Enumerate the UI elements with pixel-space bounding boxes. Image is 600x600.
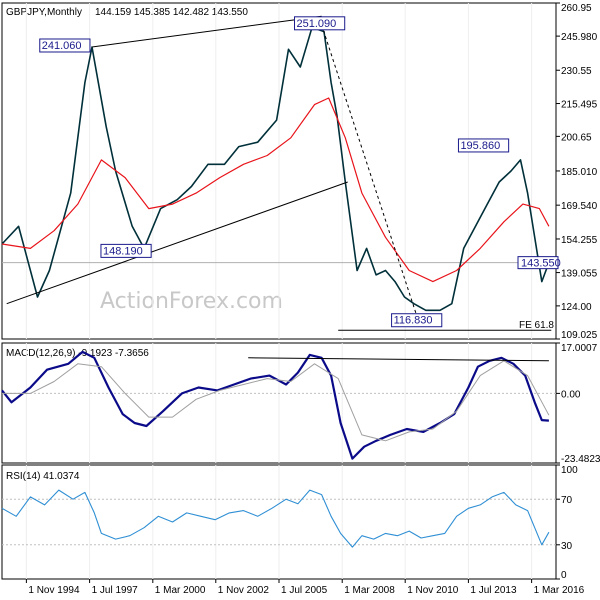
price-annotation-box xyxy=(39,38,91,53)
price_panel-trendline-series xyxy=(91,15,322,48)
price-annotation-box xyxy=(457,138,510,153)
price-annotation-label: 195.860 xyxy=(460,140,500,152)
x-tick-label: 1 Mar 2000 xyxy=(155,585,206,596)
price_panel-ytick-label: 215.495 xyxy=(561,100,598,111)
price-annotation-box xyxy=(294,16,346,31)
watermark: ActionForex.com xyxy=(100,289,283,314)
price-annotation-label: 241.060 xyxy=(42,40,82,52)
rsi_panel-ytick-label: 70 xyxy=(561,495,573,506)
rsi-panel: RSI(14) 41.0374 100 70 30 0 xyxy=(1,464,578,581)
macd_panel-ytick-label: 17.0007 xyxy=(561,343,598,354)
price-annotation-box xyxy=(100,243,152,258)
fe-annotation: FE 61.8 xyxy=(519,320,554,331)
price-annotation-label: 148.190 xyxy=(103,245,143,257)
price_panel-ytick-label: 124.00 xyxy=(561,302,592,313)
price-title: GBPJPY,Monthly xyxy=(6,7,82,18)
x-tick-label: 1 Mar 2008 xyxy=(344,585,395,596)
price_panel-ytick-label: 109.025 xyxy=(561,330,598,341)
price_panel-ytick-label: 139.055 xyxy=(561,269,598,280)
price-ohlc-header: 144.159 145.385 142.482 143.550 xyxy=(95,7,248,18)
price-annotation-box xyxy=(391,313,443,328)
last-price-tag: 143.550 xyxy=(521,258,561,270)
price_panel-ytick-label: 260.95 xyxy=(561,3,592,14)
rsi-title: RSI(14) 41.0374 xyxy=(6,471,80,482)
x-axis: 1 Nov 1994 1 Jul 1997 1 Mar 2000 1 Nov 2002… xyxy=(25,579,585,596)
x-tick-label: 1 Nov 2002 xyxy=(218,585,270,596)
price_panel-ytick-label: 245.980 xyxy=(561,32,598,43)
rsi_panel-ytick-label: 30 xyxy=(561,541,573,552)
price_panel-ytick-label: 185.010 xyxy=(561,167,598,178)
x-tick-label: 1 Nov 1994 xyxy=(28,585,80,596)
x-tick-label: 1 Jul 2005 xyxy=(281,585,328,596)
price_panel-trendline-series xyxy=(6,181,348,305)
x-tick-label: 1 Nov 2010 xyxy=(407,585,459,596)
macd_panel-trendline-series xyxy=(248,357,549,362)
macd_panel-ytick-label: -23.4823 xyxy=(561,454,600,465)
rsi_panel-ytick-label: 100 xyxy=(561,465,578,476)
x-tick-label: 1 Jul 1997 xyxy=(92,585,139,596)
last-price-tag-box xyxy=(517,256,559,270)
price_panel-trendline-dashed-series xyxy=(321,24,420,322)
price-panel: ActionForex.com GBPJPY,Monthly 144.159 1… xyxy=(1,2,598,341)
price_panel-ytick-label: 169.540 xyxy=(561,201,598,212)
rsi_panel-ytick-label: 0 xyxy=(561,570,567,581)
price_panel-moving-average-series xyxy=(1,97,550,283)
price_panel-ytick-label: 154.255 xyxy=(561,235,598,246)
rsi_panel-rsi-series xyxy=(1,489,550,548)
macd-panel: MACD(12,26,9) -9.1923 -7.3656 17.0007 0.0… xyxy=(1,342,600,465)
price_panel-ytick-label: 230.55 xyxy=(561,66,592,77)
x-tick-label: 1 Jul 2013 xyxy=(470,585,517,596)
price-annotation-label: 251.090 xyxy=(297,18,337,30)
price_panel-ytick-label: 200.65 xyxy=(561,132,592,143)
price_panel-price-series xyxy=(1,26,550,312)
macd_panel-macd-series xyxy=(1,350,549,460)
macd_panel-signal-series xyxy=(2,360,550,442)
price-annotation-label: 116.830 xyxy=(394,315,433,327)
macd-title: MACD(12,26,9) -9.1923 -7.3656 xyxy=(6,348,149,359)
macd_panel-ytick-label: 0.00 xyxy=(561,389,581,400)
x-tick-label: 1 Mar 2016 xyxy=(534,585,585,596)
